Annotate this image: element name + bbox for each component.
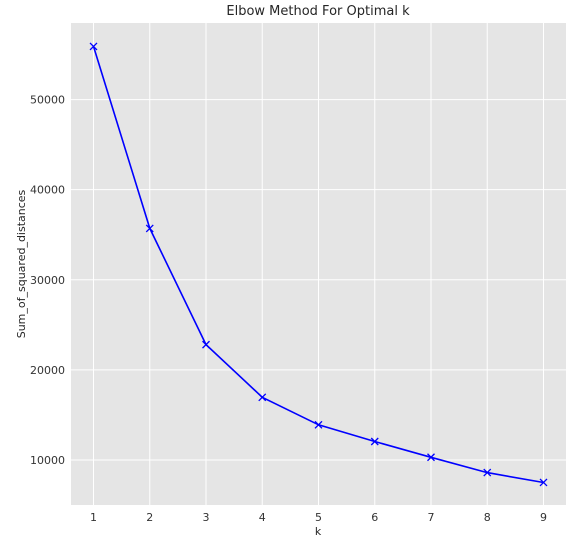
y-tick-label: 20000	[30, 364, 65, 377]
x-tick-labels: 1 2 3 4 5 6 7 8 9	[90, 511, 547, 524]
x-tick-label: 6	[371, 511, 378, 524]
x-tick-label: 4	[259, 511, 266, 524]
x-tick-label: 2	[146, 511, 153, 524]
x-tick-label: 1	[90, 511, 97, 524]
y-tick-label: 40000	[30, 184, 65, 197]
y-tick-label: 30000	[30, 274, 65, 287]
x-tick-label: 7	[428, 511, 435, 524]
chart-title: Elbow Method For Optimal k	[226, 4, 410, 19]
x-tick-label: 8	[484, 511, 491, 524]
y-axis-label: Sum_of_squared_distances	[15, 189, 28, 338]
y-tick-label: 50000	[30, 94, 65, 107]
x-axis-label: k	[315, 525, 322, 538]
y-tick-label: 10000	[30, 454, 65, 467]
y-tick-labels: 10000 20000 30000 40000 50000	[30, 94, 65, 467]
x-tick-label: 3	[203, 511, 210, 524]
x-tick-label: 5	[315, 511, 322, 524]
x-tick-label: 9	[540, 511, 547, 524]
